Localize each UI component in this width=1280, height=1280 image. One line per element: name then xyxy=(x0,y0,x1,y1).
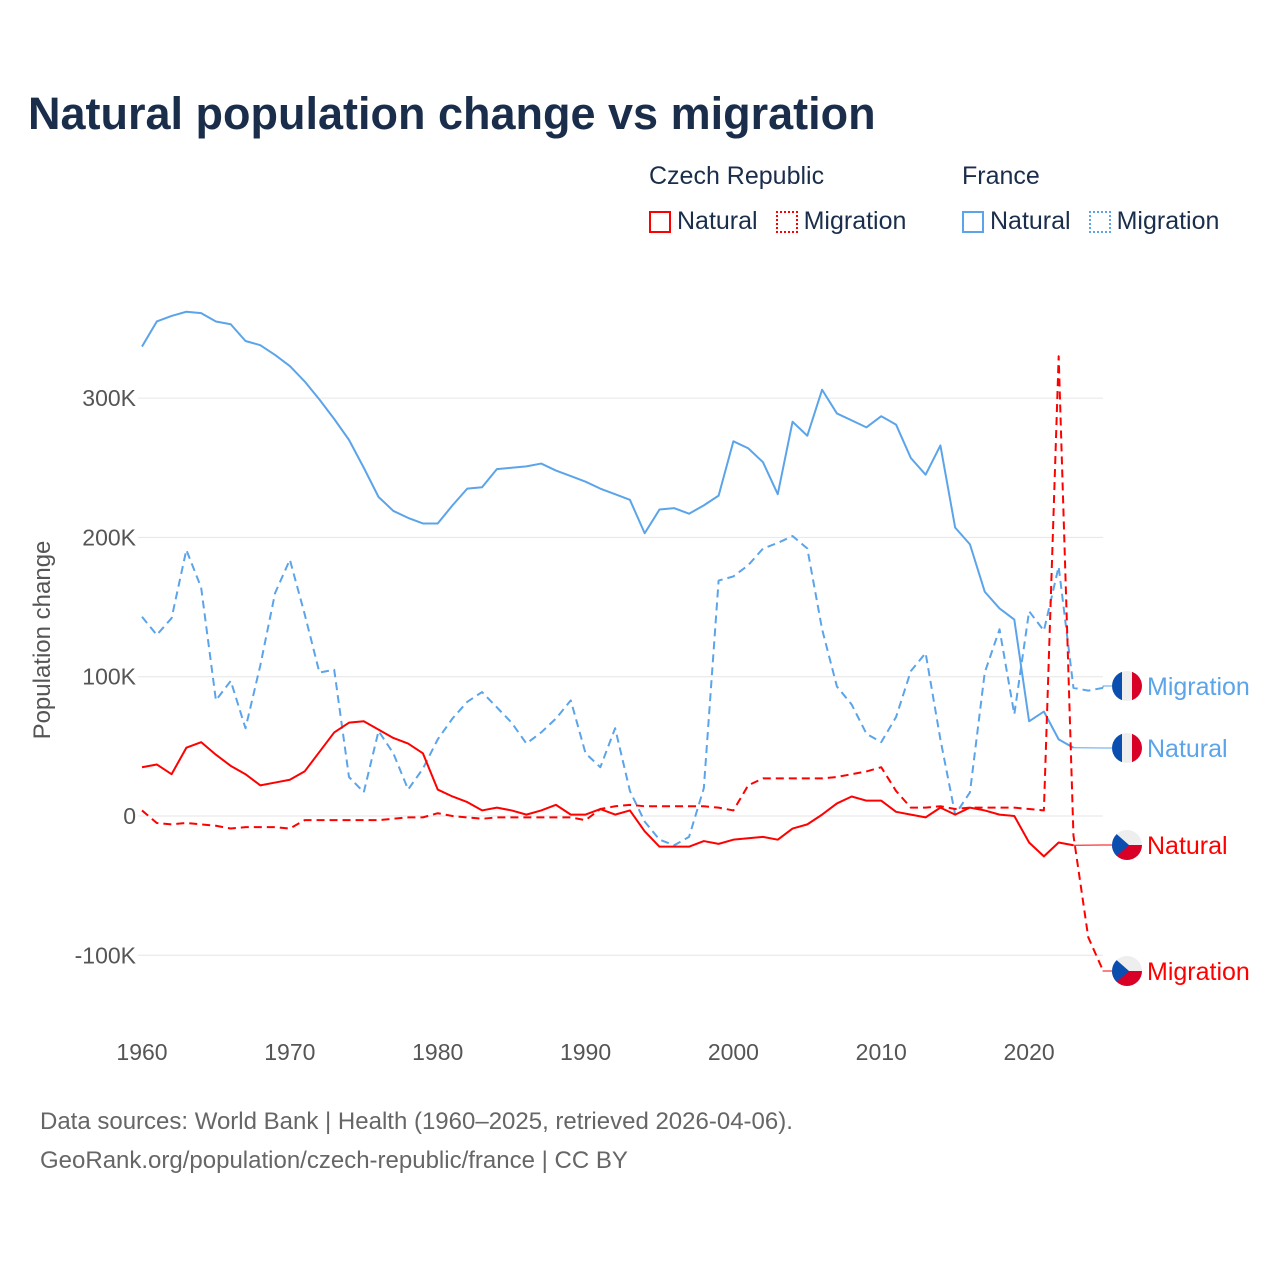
solid-swatch-icon xyxy=(649,210,671,233)
legend-group-title: Czech Republic xyxy=(649,162,825,190)
czech-flag-icon xyxy=(1112,956,1142,986)
legend-label: Natural xyxy=(677,207,758,235)
czech-flag-icon xyxy=(1112,830,1142,860)
flag-triangle xyxy=(1112,830,1129,860)
legend-item-czech-natural[interactable]: Natural xyxy=(649,207,758,236)
y-tick-label: -100K xyxy=(75,942,137,968)
series-line-czech-republic-migration xyxy=(141,355,1104,972)
france-flag-icon xyxy=(1112,671,1142,701)
series-line-france-natural xyxy=(141,310,1074,749)
footer-link[interactable]: GeoRank.org/population/czech-republic/fr… xyxy=(40,1147,628,1174)
legend-group-france: France Natural Migration xyxy=(962,162,1219,236)
x-tick-label: 1990 xyxy=(560,1039,611,1065)
y-tick-label: 300K xyxy=(82,385,136,411)
flag-stripe xyxy=(1112,671,1122,701)
series-line-france-migration xyxy=(141,535,1104,847)
y-tick-label: 200K xyxy=(82,524,136,550)
end-label: Migration xyxy=(1147,958,1250,986)
flag-stripe xyxy=(1132,671,1142,701)
x-tick-label: 2010 xyxy=(856,1039,907,1065)
flag-stripe xyxy=(1112,733,1122,763)
x-tick-label: 2000 xyxy=(708,1039,759,1065)
flag-stripe xyxy=(1132,733,1142,763)
x-tick-label: 1970 xyxy=(264,1039,315,1065)
legend-group-czech: Czech Republic Natural Migration xyxy=(649,162,906,236)
legend-group-title: France xyxy=(962,162,1040,190)
flag-stripe xyxy=(1122,733,1132,763)
dotted-swatch-icon xyxy=(775,210,798,233)
y-tick-label: 0 xyxy=(123,803,136,829)
legend-label: Migration xyxy=(1116,207,1220,235)
france-flag-icon xyxy=(1112,733,1142,763)
series-line-czech-republic-natural xyxy=(141,720,1074,858)
y-tick-label: 100K xyxy=(82,664,136,690)
page-title: Natural population change vs migration xyxy=(28,88,876,139)
x-tick-label: 1980 xyxy=(412,1039,463,1065)
solid-swatch-icon xyxy=(962,210,984,233)
footer-source: Data sources: World Bank | Health (1960–… xyxy=(40,1108,793,1135)
y-axis-label: Population change xyxy=(29,541,56,740)
x-tick-label: 2020 xyxy=(1004,1039,1055,1065)
x-tick-label: 1960 xyxy=(116,1039,167,1065)
end-label: Natural xyxy=(1147,735,1228,763)
legend-label: Migration xyxy=(803,207,907,235)
legend-item-czech-migration[interactable]: Migration xyxy=(775,207,907,236)
end-label: Natural xyxy=(1147,832,1228,860)
legend-item-france-natural[interactable]: Natural xyxy=(962,207,1071,236)
end-label: Migration xyxy=(1147,673,1250,701)
flag-triangle xyxy=(1112,956,1129,986)
flag-stripe xyxy=(1122,671,1132,701)
legend-label: Natural xyxy=(990,207,1071,235)
dotted-swatch-icon xyxy=(1088,210,1111,233)
end-label-connector xyxy=(1102,685,1112,688)
legend-item-france-migration[interactable]: Migration xyxy=(1088,207,1220,236)
